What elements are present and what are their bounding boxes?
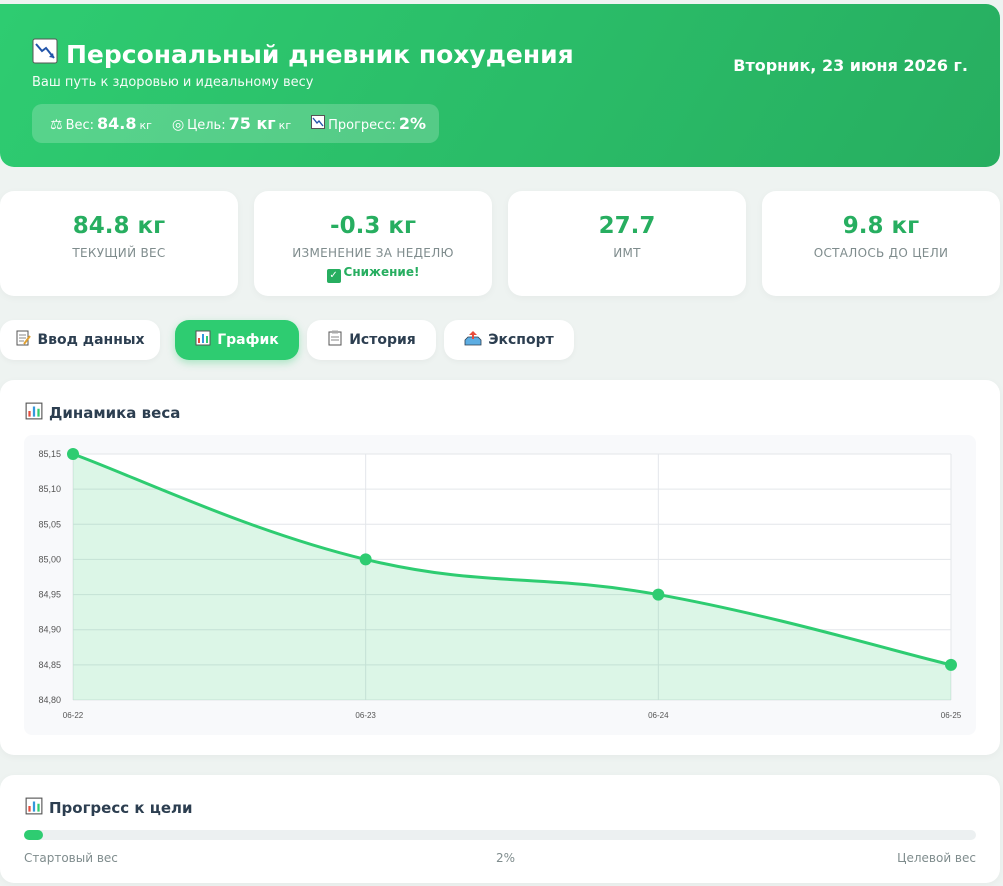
plot-area bbox=[73, 454, 951, 700]
chart-card: Динамика веса 85,15 85,10 85,05 85,00 84,95 8… bbox=[0, 380, 1000, 755]
series-line bbox=[72, 452, 952, 667]
summary-progress-value: 2% bbox=[398, 114, 427, 133]
summary-weight-label: Вес: bbox=[65, 118, 95, 133]
stat-label: ОСТАЛОСЬ ДО ЦЕЛИ bbox=[813, 246, 949, 260]
page-title: Персональный дневник похудения bbox=[32, 38, 574, 70]
summary-weight: ⚖ Вес: 84.8 кг bbox=[50, 114, 152, 133]
stat-value: 84.8 кг bbox=[72, 213, 166, 239]
tab-label: Ввод данных bbox=[37, 332, 145, 348]
chart-card-title: Динамика веса bbox=[25, 402, 180, 424]
summary-progress-label: Прогресс: bbox=[328, 118, 396, 133]
page-title-text: Персональный дневник похудения bbox=[66, 39, 574, 69]
scales-icon: ⚖ bbox=[50, 117, 63, 133]
bar-chart-icon bbox=[25, 797, 43, 819]
weight-chart-svg: 85,15 85,10 85,05 85,00 84,95 84,90 84,85 84,80… bbox=[38, 448, 962, 720]
data-point bbox=[652, 588, 665, 601]
progress-start-label: Стартовый вес bbox=[24, 851, 118, 865]
summary-goal-label: Цель: bbox=[187, 118, 226, 133]
progress-card: Прогресс к цели Стартовый вес 2% Целевой… bbox=[0, 775, 1000, 883]
summary-progress: Прогресс: 2% bbox=[311, 114, 426, 133]
y-tick-label: 84,95 bbox=[38, 590, 61, 600]
x-tick-label: 06-24 bbox=[648, 711, 669, 720]
stat-value: -0.3 кг bbox=[330, 213, 416, 239]
chart-decreasing-icon bbox=[32, 38, 58, 70]
stat-note: ✓ Снижение! bbox=[254, 265, 492, 283]
series-area bbox=[73, 454, 951, 700]
y-tick-label: 84,80 bbox=[38, 695, 61, 705]
progress-end-label: Целевой вес bbox=[897, 851, 976, 865]
y-tick-label: 85,05 bbox=[38, 519, 61, 529]
summary-goal-unit: кг bbox=[278, 119, 292, 132]
x-tick-label: 06-25 bbox=[941, 711, 962, 720]
memo-icon bbox=[15, 330, 32, 350]
y-tick-label: 84,85 bbox=[38, 660, 61, 670]
chart-card-title-text: Динамика веса bbox=[49, 404, 181, 422]
data-point bbox=[359, 553, 372, 566]
bar-chart-icon bbox=[25, 402, 43, 424]
tab-label: График bbox=[217, 332, 279, 348]
data-point bbox=[945, 658, 957, 671]
stat-value: 9.8 кг bbox=[842, 213, 920, 239]
goal-progress-fill bbox=[24, 830, 44, 840]
stat-current-weight: 84.8 кг ТЕКУЩИЙ ВЕС bbox=[0, 191, 238, 296]
stat-value: 27.7 bbox=[598, 213, 656, 239]
y-tick-label: 85,15 bbox=[38, 449, 61, 459]
page-subtitle: Ваш путь к здоровью и идеальному весу bbox=[32, 75, 314, 90]
y-tick-label: 84,90 bbox=[38, 625, 61, 635]
summary-goal: ◎ Цель: 75 кг кг bbox=[172, 114, 291, 133]
stat-label: ИЗМЕНЕНИЕ ЗА НЕДЕЛЮ bbox=[292, 246, 454, 260]
summary-weight-value: 84.8 bbox=[97, 114, 137, 133]
x-tick-label: 06-23 bbox=[355, 711, 376, 720]
tab-input[interactable]: Ввод данных bbox=[0, 320, 160, 360]
stat-label: ИМТ bbox=[613, 246, 641, 260]
stat-bmi: 27.7 ИМТ bbox=[508, 191, 746, 296]
stat-remaining: 9.8 кг ОСТАЛОСЬ ДО ЦЕЛИ bbox=[762, 191, 1000, 296]
check-icon: ✓ bbox=[326, 269, 341, 283]
weight-chart: 85,15 85,10 85,05 85,00 84,95 84,90 84,85 84,80… bbox=[24, 435, 976, 735]
chart-decreasing-small-icon bbox=[311, 115, 326, 133]
app-header: Персональный дневник похудения Ваш путь … bbox=[0, 4, 1000, 167]
current-date: Вторник, 23 июня 2026 г. bbox=[733, 56, 968, 75]
target-icon: ◎ bbox=[171, 117, 185, 133]
stat-label: ТЕКУЩИЙ ВЕС bbox=[72, 246, 166, 260]
summary-goal-value: 75 кг bbox=[228, 114, 276, 133]
x-tick-label: 06-22 bbox=[63, 711, 84, 720]
y-tick-label: 85,10 bbox=[38, 484, 61, 494]
clipboard-icon bbox=[327, 330, 343, 350]
bar-chart-icon bbox=[195, 330, 211, 350]
summary-weight-unit: кг bbox=[139, 119, 152, 132]
stat-weekly-change: -0.3 кг ИЗМЕНЕНИЕ ЗА НЕДЕЛЮ ✓ Снижение! bbox=[254, 191, 492, 296]
outbox-icon bbox=[464, 330, 482, 350]
progress-card-title: Прогресс к цели bbox=[25, 797, 193, 819]
stat-note-text: Снижение! bbox=[343, 265, 420, 279]
tab-export[interactable]: Экспорт bbox=[444, 320, 574, 360]
tab-label: История bbox=[349, 332, 416, 348]
tab-label: Экспорт bbox=[488, 332, 554, 348]
data-point bbox=[67, 448, 79, 460]
header-summary: ⚖ Вес: 84.8 кг ◎ Цель: 75 кг кг Прогресс… bbox=[32, 104, 439, 143]
tab-chart[interactable]: График bbox=[175, 320, 299, 360]
tab-history[interactable]: История bbox=[307, 320, 436, 360]
goal-progress-bar bbox=[24, 830, 976, 840]
y-tick-label: 85,00 bbox=[38, 554, 61, 564]
progress-card-title-text: Прогресс к цели bbox=[49, 799, 193, 817]
progress-percent-label: 2% bbox=[496, 851, 516, 865]
